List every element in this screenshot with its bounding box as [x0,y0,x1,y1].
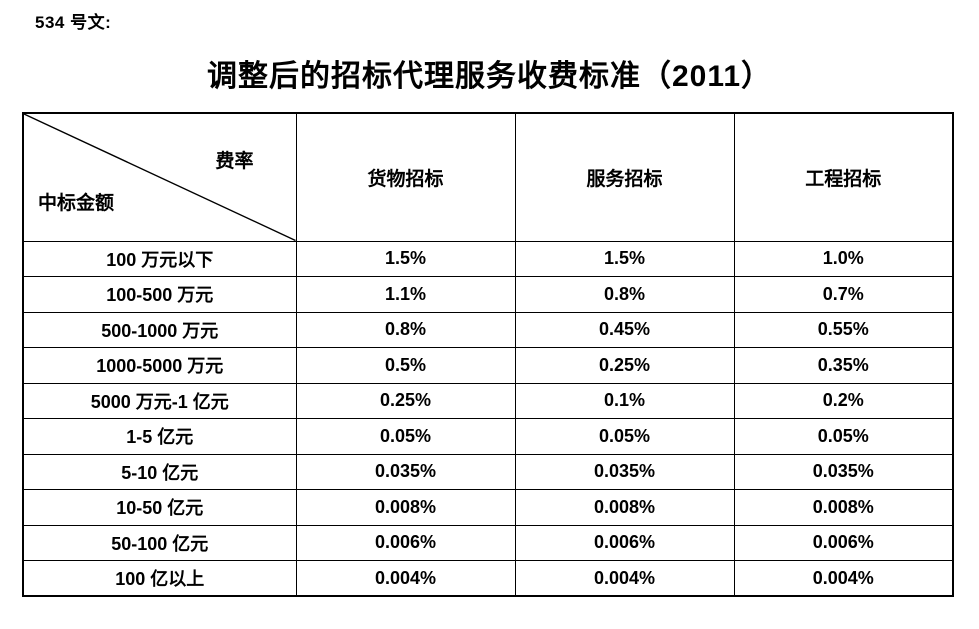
fee-value: 0.008% [514,489,735,526]
table-row: 100 亿以上 0.004% 0.004% 0.004% [22,560,954,597]
fee-value: 1.1% [295,276,516,313]
row-label: 5000 万元-1 亿元 [22,382,297,419]
fee-value: 1.0% [733,240,954,277]
row-label: 100-500 万元 [22,276,297,313]
corner-label-amount: 中标金额 [38,192,115,214]
fee-value: 0.55% [733,311,954,348]
row-label: 100 亿以上 [22,560,297,597]
table-row: 50-100 亿元 0.006% 0.006% 0.006% [22,524,954,561]
row-label: 5-10 亿元 [22,453,297,490]
row-label: 100 万元以下 [22,240,297,277]
table-header-row: 费率 中标金额 货物招标 服务招标 工程招标 [22,112,954,242]
table-corner-cell: 费率 中标金额 [22,112,297,242]
table-row: 5000 万元-1 亿元 0.25% 0.1% 0.2% [22,382,954,419]
fee-value: 0.008% [295,489,516,526]
column-header-goods: 货物招标 [295,112,516,242]
fee-value: 0.008% [733,489,954,526]
fee-value: 0.006% [295,524,516,561]
fee-value: 1.5% [295,240,516,277]
fee-value: 0.45% [514,311,735,348]
fee-value: 0.05% [514,418,735,455]
table-row: 1000-5000 万元 0.5% 0.25% 0.35% [22,347,954,384]
fee-value: 0.8% [514,276,735,313]
fee-value: 0.25% [295,382,516,419]
table-row: 100-500 万元 1.1% 0.8% 0.7% [22,276,954,313]
fee-value: 0.05% [733,418,954,455]
table-row: 10-50 亿元 0.008% 0.008% 0.008% [22,489,954,526]
table-row: 5-10 亿元 0.035% 0.035% 0.035% [22,453,954,490]
fee-value: 0.2% [733,382,954,419]
row-label: 500-1000 万元 [22,311,297,348]
page-title: 调整后的招标代理服务收费标准（2011） [206,60,773,93]
table-row: 100 万元以下 1.5% 1.5% 1.0% [22,240,954,277]
row-label: 1000-5000 万元 [22,347,297,384]
row-label: 50-100 亿元 [22,524,297,561]
fee-value: 0.7% [733,276,954,313]
row-label: 1-5 亿元 [22,418,297,455]
fee-value: 0.004% [733,560,954,597]
fee-value: 0.006% [733,524,954,561]
row-label: 10-50 亿元 [22,489,297,526]
fee-value: 0.035% [295,453,516,490]
fee-value: 0.8% [295,311,516,348]
column-header-works: 工程招标 [733,112,954,242]
doc-number: 534 号文: [35,13,112,32]
fee-value: 0.035% [514,453,735,490]
table-row: 1-5 亿元 0.05% 0.05% 0.05% [22,418,954,455]
fee-value: 1.5% [514,240,735,277]
fee-value: 0.1% [514,382,735,419]
column-header-services: 服务招标 [514,112,735,242]
fee-value: 0.05% [295,418,516,455]
fee-value: 0.25% [514,347,735,384]
table-row: 500-1000 万元 0.8% 0.45% 0.55% [22,311,954,348]
fee-value: 0.006% [514,524,735,561]
diagonal-divider [24,114,296,241]
fee-table: 费率 中标金额 货物招标 服务招标 工程招标 100 万元以下 1.5% 1.5… [22,112,954,597]
corner-label-rate: 费率 [215,151,254,172]
fee-value: 0.35% [733,347,954,384]
fee-value: 0.004% [295,560,516,597]
fee-value: 0.004% [514,560,735,597]
fee-value: 0.035% [733,453,954,490]
fee-value: 0.5% [295,347,516,384]
